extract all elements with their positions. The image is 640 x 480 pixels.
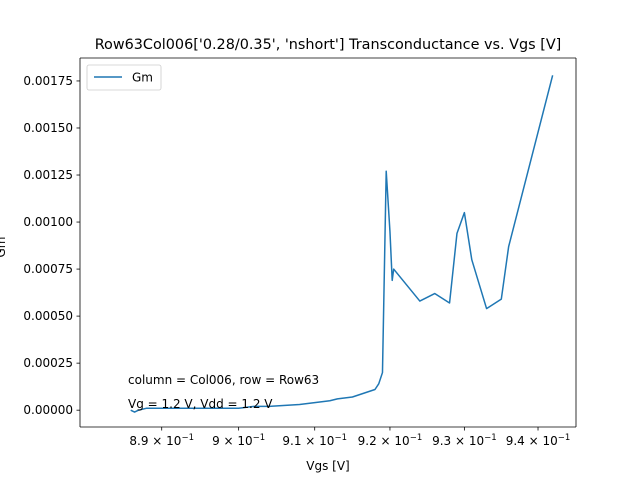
y-tick-label: 0.00175 xyxy=(23,74,73,88)
legend: Gm xyxy=(86,64,162,91)
annotation-voltages: Vg = 1.2 V, Vdd = 1.2 V xyxy=(128,397,273,411)
axes-spines xyxy=(79,57,577,428)
y-tick-label: 0.00000 xyxy=(23,403,73,417)
x-tick-label: 9.1 × 10−1 xyxy=(282,433,347,448)
chart-title: Row63Col006['0.28/0.35', 'nshort'] Trans… xyxy=(95,37,562,53)
x-axis: 8.9 × 10−1 9 × 10−1 9.1 × 10−1 9.2 × 10−1 9.… xyxy=(129,427,570,448)
y-tick-label: 0.00125 xyxy=(23,168,73,182)
y-axis-label: Gm xyxy=(0,237,8,258)
legend-box xyxy=(86,64,162,91)
y-tick-label: 0.00100 xyxy=(23,215,73,229)
y-tick-label: 0.00050 xyxy=(23,309,73,323)
plot-area xyxy=(80,58,576,427)
x-axis-label: Vgs [V] xyxy=(306,459,349,473)
x-tick-label: 9.2 × 10−1 xyxy=(358,433,423,448)
y-tick-label: 0.00150 xyxy=(23,121,73,135)
series-line-gm xyxy=(130,75,554,413)
y-tick-label: 0.00075 xyxy=(23,262,73,276)
y-axis: 0.00000 0.00025 0.00050 0.00075 0.00100 0.001… xyxy=(23,74,80,417)
legend-label-gm: Gm xyxy=(132,71,153,85)
y-tick-label: 0.00025 xyxy=(23,356,73,370)
x-tick-label: 9 × 10−1 xyxy=(212,433,265,448)
x-tick-label: 9.3 × 10−1 xyxy=(432,433,497,448)
x-tick-label: 9.4 × 10−1 xyxy=(506,433,571,448)
x-tick-label: 8.9 × 10−1 xyxy=(129,433,194,448)
annotation-column-row: column = Col006, row = Row63 xyxy=(128,373,319,387)
axes-frame xyxy=(80,58,576,427)
